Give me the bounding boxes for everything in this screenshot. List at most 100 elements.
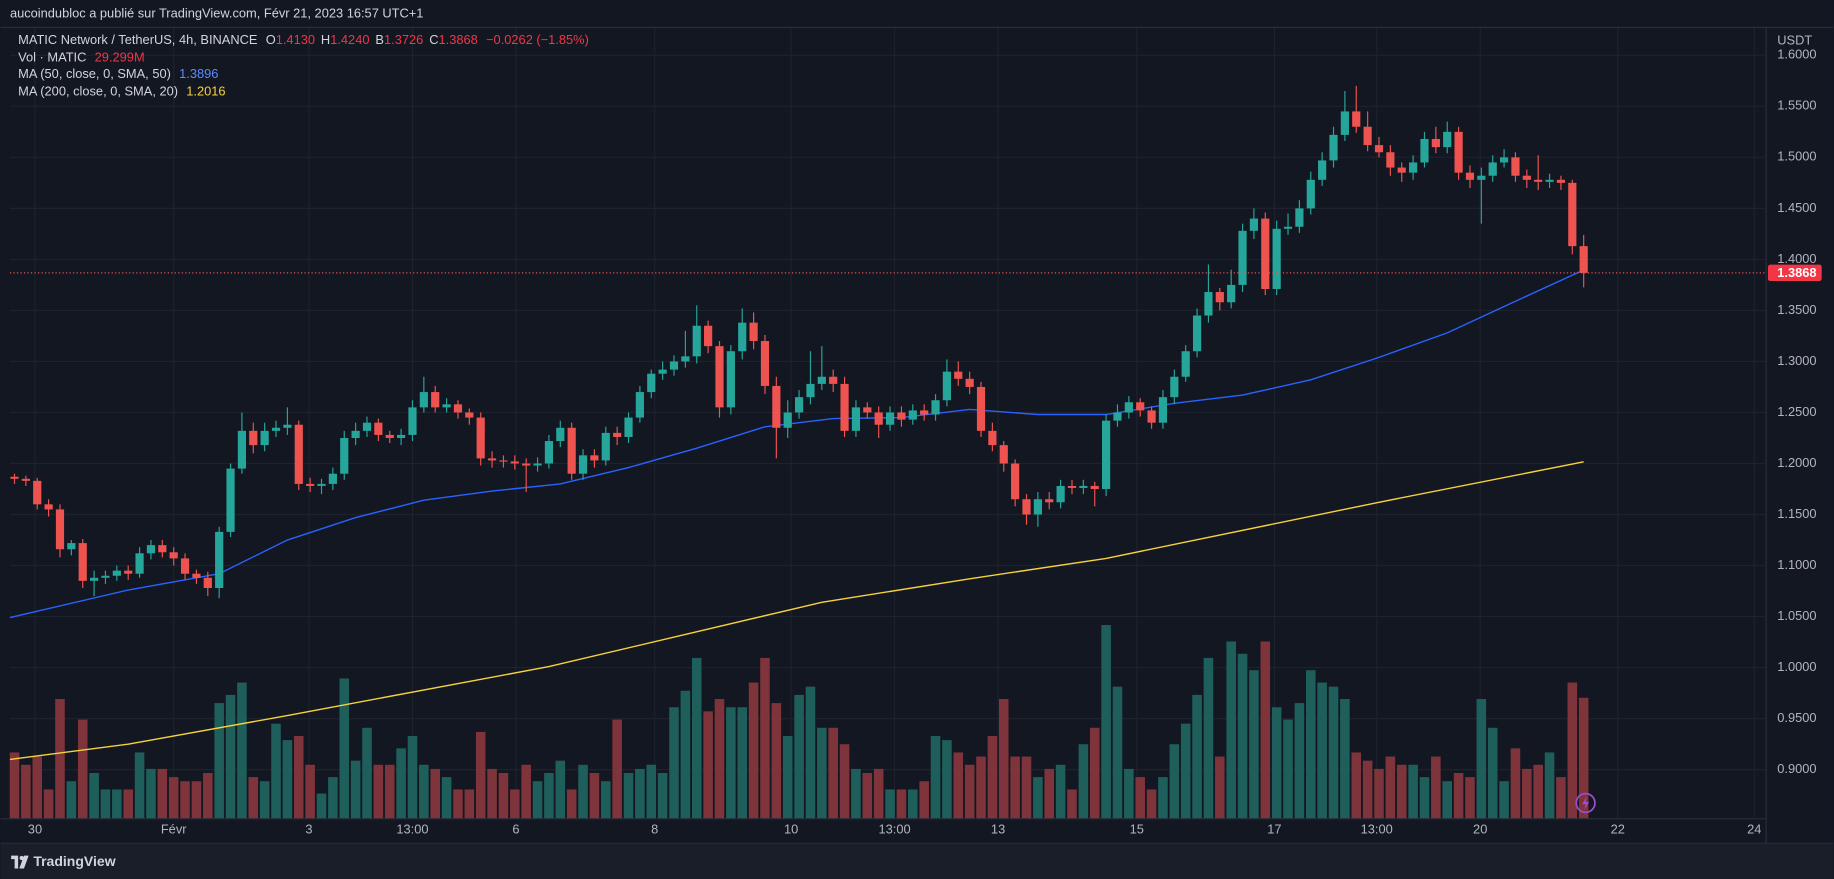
x-tick-label: 6 bbox=[512, 821, 519, 836]
y-tick-label: 1.4500 bbox=[1777, 200, 1816, 215]
replay-icon[interactable] bbox=[1575, 792, 1596, 814]
brand-logo[interactable]: TradingView bbox=[11, 853, 116, 869]
volume-bar bbox=[316, 793, 327, 819]
volume-bar bbox=[794, 694, 804, 819]
candle-body bbox=[897, 412, 906, 420]
candle-body bbox=[1329, 134, 1338, 161]
icon-bolt[interactable] bbox=[1582, 796, 1590, 811]
volume-bar bbox=[1396, 764, 1407, 819]
candle-body bbox=[374, 422, 383, 435]
y-tick-label: 0.9500 bbox=[1777, 710, 1816, 725]
candles bbox=[10, 85, 1588, 599]
candle-body bbox=[601, 432, 610, 461]
candle-body bbox=[1363, 126, 1372, 146]
candle-body bbox=[1386, 152, 1395, 168]
candle-body bbox=[522, 463, 531, 466]
volume-bar bbox=[157, 768, 168, 819]
candle-body bbox=[692, 325, 701, 357]
volume-bar bbox=[282, 740, 293, 819]
volume-bar bbox=[657, 773, 668, 819]
volume-bar bbox=[566, 789, 577, 819]
candle-body bbox=[1568, 182, 1577, 247]
candle-body bbox=[1272, 228, 1281, 289]
candle-body bbox=[1545, 179, 1554, 182]
volume-bar bbox=[919, 781, 929, 819]
volume-bar bbox=[771, 703, 782, 819]
x-tick-label: 30 bbox=[28, 821, 42, 836]
volume-bar bbox=[1328, 686, 1339, 819]
candle-body bbox=[999, 445, 1008, 464]
volume-bar bbox=[1044, 768, 1055, 819]
candle-body bbox=[885, 412, 895, 425]
candle-body bbox=[715, 346, 724, 408]
publisher: aucoindubloc a publié sur TradingView.co… bbox=[10, 5, 424, 20]
volume-bar bbox=[1476, 699, 1487, 819]
candle-body bbox=[431, 392, 440, 408]
ma-value: 1.2016 bbox=[186, 84, 225, 99]
logo-part[interactable] bbox=[11, 855, 19, 869]
axes: 0.9000 0.9500 1.0000 1.0500 1.1000 1.1500 1.20… bbox=[9, 47, 1822, 836]
candle-body bbox=[78, 543, 87, 581]
candle-body bbox=[1261, 218, 1270, 289]
ma-value: 1.3896 bbox=[179, 66, 218, 81]
volume-bar bbox=[1180, 723, 1191, 819]
volume-bar bbox=[828, 727, 838, 819]
volume-bar bbox=[350, 760, 361, 819]
y-tick-label: 1.1500 bbox=[1777, 506, 1816, 521]
volume-bar bbox=[703, 711, 713, 819]
candle-body bbox=[954, 371, 963, 379]
footer-bar bbox=[0, 843, 1834, 879]
volume-bar bbox=[1146, 789, 1157, 819]
volume-bar bbox=[760, 657, 770, 819]
candle-body bbox=[1454, 131, 1463, 173]
candle-body bbox=[397, 434, 406, 438]
volume-bar bbox=[475, 731, 486, 819]
candle-body bbox=[829, 376, 838, 384]
candle-body bbox=[487, 458, 497, 461]
candle-body bbox=[738, 322, 747, 352]
volume-value: 29.299M bbox=[95, 50, 145, 65]
candle-body bbox=[1397, 167, 1406, 173]
candle-body bbox=[351, 430, 360, 438]
change: −0.0262 (−1.85%) bbox=[486, 32, 589, 47]
x-tick-label: 17 bbox=[1267, 821, 1281, 836]
candle-body bbox=[1113, 412, 1122, 421]
volume-bar bbox=[180, 781, 190, 819]
volume-bar bbox=[1010, 756, 1020, 819]
candle-body bbox=[965, 378, 974, 387]
logo-part[interactable] bbox=[19, 855, 24, 861]
candle-body bbox=[1295, 208, 1304, 227]
icon-circle[interactable] bbox=[1575, 792, 1596, 814]
volume-bar bbox=[1544, 752, 1555, 819]
volume-bar bbox=[487, 768, 497, 819]
volume-bar bbox=[1033, 777, 1043, 819]
volume-bar bbox=[1408, 764, 1418, 819]
candle-body bbox=[1045, 499, 1054, 503]
volume-bar bbox=[851, 768, 861, 819]
volume-bar bbox=[1260, 641, 1271, 819]
logo-part[interactable] bbox=[19, 855, 29, 869]
volume-bar bbox=[521, 764, 531, 819]
candle-body bbox=[1522, 175, 1531, 180]
candle-body bbox=[21, 478, 30, 481]
candle-body bbox=[1204, 292, 1213, 316]
y-tick-label: 1.3000 bbox=[1777, 353, 1816, 368]
volume-bar bbox=[748, 682, 759, 819]
volume-bar bbox=[1067, 789, 1077, 819]
candle-body bbox=[1534, 179, 1543, 182]
volume-bar bbox=[953, 752, 964, 819]
candle-body bbox=[328, 473, 337, 484]
candle-body bbox=[908, 410, 917, 420]
candle-body bbox=[1170, 376, 1179, 398]
volume-bar bbox=[964, 764, 975, 819]
brand[interactable]: TradingView bbox=[33, 853, 115, 869]
candle-body bbox=[920, 410, 929, 415]
candle-body bbox=[806, 383, 815, 398]
volume-bar bbox=[1362, 760, 1373, 819]
volume-bar bbox=[396, 748, 406, 819]
volume-bar bbox=[112, 789, 122, 819]
volume-bar bbox=[134, 752, 145, 819]
candle-body bbox=[203, 577, 212, 588]
candle-body bbox=[89, 577, 99, 581]
